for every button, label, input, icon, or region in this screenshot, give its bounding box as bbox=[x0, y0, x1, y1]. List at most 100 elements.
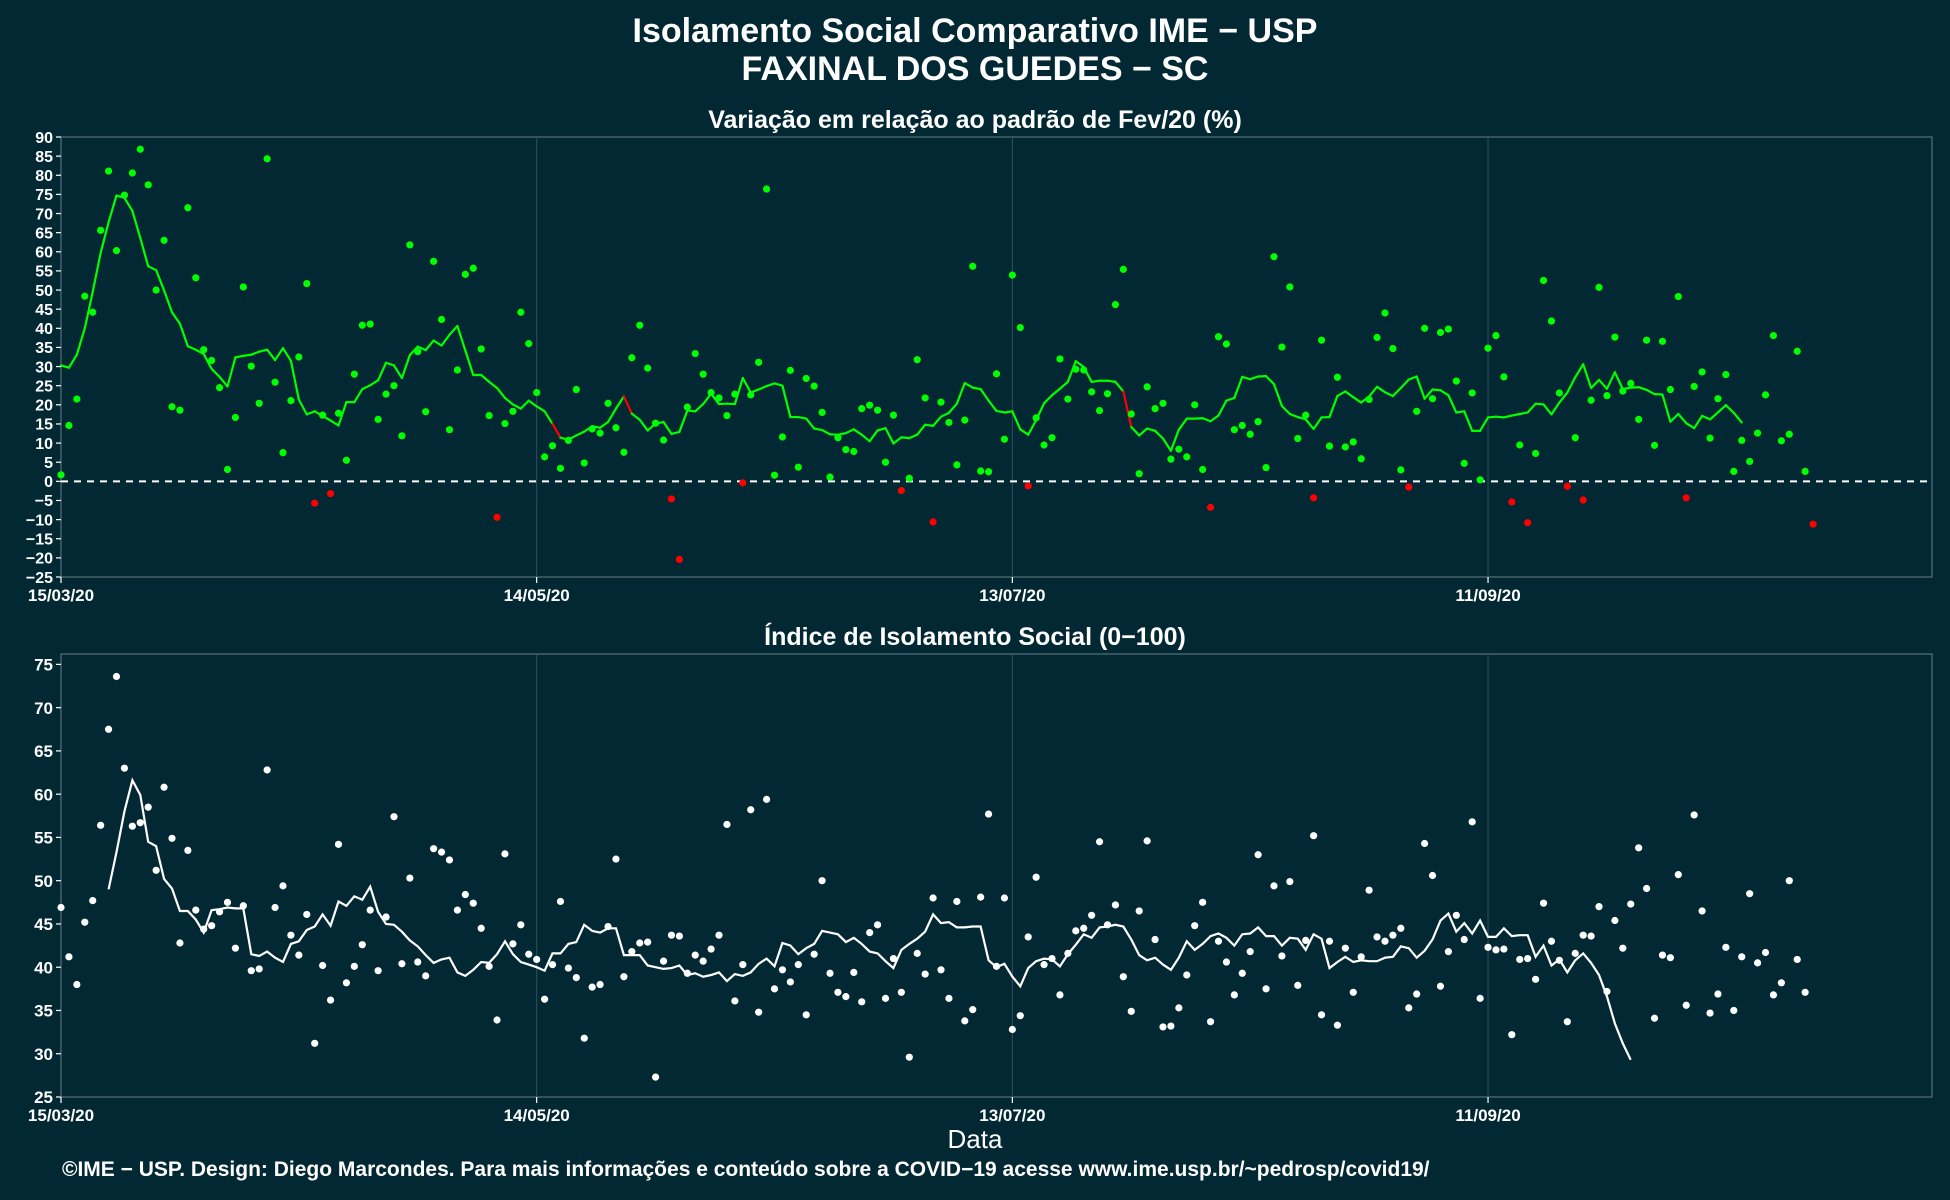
daily-point bbox=[81, 918, 89, 926]
daily-point bbox=[834, 434, 842, 442]
daily-point bbox=[445, 426, 454, 434]
moving-average-segment bbox=[662, 420, 673, 436]
moving-average-segment bbox=[797, 415, 808, 420]
daily-point bbox=[184, 204, 192, 212]
daily-point bbox=[889, 411, 898, 419]
moving-average-segment bbox=[678, 409, 689, 434]
moving-average-segment bbox=[606, 407, 618, 424]
daily-point bbox=[1405, 483, 1413, 491]
daily-point bbox=[271, 903, 279, 912]
daily-point bbox=[1246, 430, 1254, 438]
y-tick-label: 75 bbox=[35, 187, 53, 204]
moving-average-segment bbox=[242, 353, 253, 357]
daily-point bbox=[1143, 383, 1151, 391]
daily-point bbox=[1492, 946, 1500, 954]
daily-point bbox=[200, 346, 208, 354]
moving-average-segment bbox=[1066, 360, 1077, 383]
daily-point bbox=[564, 436, 572, 445]
daily-point bbox=[786, 978, 794, 986]
daily-point bbox=[65, 421, 73, 430]
daily-point bbox=[382, 913, 390, 921]
daily-point bbox=[548, 442, 557, 450]
moving-average-segment bbox=[1415, 375, 1426, 400]
moving-average-segment bbox=[614, 395, 625, 410]
daily-point bbox=[1302, 936, 1310, 944]
daily-point bbox=[1151, 935, 1159, 944]
daily-point bbox=[1341, 443, 1349, 451]
daily-point bbox=[1286, 877, 1294, 886]
moving-average-segment bbox=[1597, 378, 1609, 390]
daily-point bbox=[659, 957, 668, 965]
daily-point bbox=[287, 931, 295, 939]
daily-point bbox=[1302, 411, 1310, 419]
daily-point bbox=[1024, 482, 1032, 490]
daily-point bbox=[572, 385, 580, 394]
moving-average-segment bbox=[488, 380, 499, 390]
moving-average-segment bbox=[424, 339, 435, 352]
daily-point bbox=[1761, 391, 1770, 399]
x-tick-label: 11/09/20 bbox=[1455, 1106, 1520, 1125]
daily-point bbox=[1690, 382, 1698, 391]
moving-average-segment bbox=[963, 381, 974, 389]
place-title: FAXINAL DOS GUEDES − SC bbox=[741, 50, 1209, 88]
daily-point bbox=[453, 906, 461, 914]
moving-average-segment bbox=[1312, 416, 1323, 431]
daily-point bbox=[1635, 415, 1643, 423]
daily-point bbox=[326, 489, 335, 498]
daily-point bbox=[961, 1017, 969, 1025]
daily-point bbox=[1666, 385, 1674, 394]
moving-average-segment bbox=[1550, 401, 1561, 416]
daily-point bbox=[953, 461, 961, 469]
daily-point bbox=[794, 463, 802, 471]
moving-average-segment bbox=[1566, 376, 1577, 394]
moving-average-segment bbox=[1700, 414, 1712, 421]
daily-point bbox=[699, 957, 707, 965]
moving-average-segment bbox=[83, 290, 94, 330]
daily-point bbox=[184, 846, 192, 855]
daily-point bbox=[707, 388, 715, 397]
daily-point bbox=[469, 264, 477, 272]
daily-point bbox=[136, 145, 144, 153]
daily-point bbox=[1460, 459, 1468, 467]
daily-point bbox=[311, 1039, 319, 1047]
daily-point bbox=[1064, 949, 1072, 957]
daily-point bbox=[350, 962, 358, 970]
daily-point bbox=[659, 436, 668, 444]
moving-average-segment bbox=[1233, 375, 1244, 400]
moving-average-segment bbox=[543, 410, 554, 426]
daily-point bbox=[334, 840, 343, 848]
daily-point bbox=[1532, 975, 1540, 983]
plot-frame bbox=[60, 136, 1933, 578]
daily-point bbox=[1579, 496, 1587, 504]
daily-point bbox=[168, 834, 176, 842]
daily-point bbox=[247, 967, 255, 975]
daily-point bbox=[1738, 436, 1746, 445]
daily-point bbox=[525, 340, 533, 348]
daily-point bbox=[1801, 467, 1809, 475]
daily-point bbox=[255, 399, 263, 407]
moving-average-segment bbox=[820, 428, 832, 436]
moving-average-segment bbox=[852, 428, 863, 436]
daily-point bbox=[422, 408, 430, 416]
daily-point bbox=[1642, 884, 1651, 893]
daily-point bbox=[168, 403, 176, 411]
daily-point bbox=[1500, 945, 1508, 953]
daily-point bbox=[1254, 418, 1262, 426]
daily-point bbox=[1088, 388, 1096, 396]
daily-point bbox=[1468, 389, 1476, 397]
moving-average-segment bbox=[1479, 416, 1490, 432]
moving-average-segment bbox=[1542, 403, 1553, 416]
daily-point bbox=[295, 353, 303, 361]
daily-point bbox=[1809, 520, 1817, 528]
daily-point bbox=[1008, 271, 1016, 279]
daily-point bbox=[89, 896, 97, 905]
daily-point bbox=[1278, 343, 1286, 351]
moving-average-segment bbox=[1685, 422, 1696, 430]
moving-average-segment bbox=[1526, 402, 1537, 414]
daily-point bbox=[1325, 442, 1334, 450]
moving-average-segment bbox=[305, 410, 316, 416]
daily-point bbox=[406, 241, 414, 249]
daily-point bbox=[176, 406, 184, 414]
moving-average-segment bbox=[1027, 419, 1038, 436]
